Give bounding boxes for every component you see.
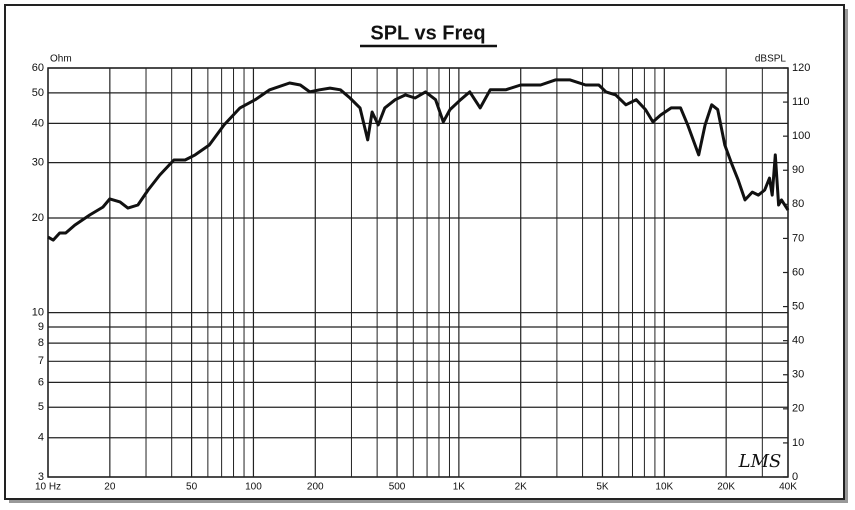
x-tick-label: 10 Hz	[35, 482, 61, 493]
y-tick-label: 50	[32, 87, 44, 99]
x-tick-label: 200	[307, 482, 324, 493]
logo: LMS	[738, 451, 782, 472]
plot-border	[47, 67, 789, 478]
y2-tick-label: 80	[792, 198, 804, 210]
y2-axis-label: dBSPL	[755, 54, 787, 65]
x-tick-label: 2K	[515, 482, 528, 493]
y-tick-label: 10	[32, 307, 44, 319]
x-tick-label: 50	[186, 482, 198, 493]
y-tick-label: 60	[32, 62, 44, 74]
y2-tick-label: 120	[792, 62, 810, 74]
y-tick-label: 40	[32, 117, 44, 129]
y-tick-label: 4	[38, 432, 44, 444]
y2-tick-label: 100	[792, 130, 810, 142]
y-tick-label: 20	[32, 212, 44, 224]
y2-tick-label: 90	[792, 164, 804, 176]
y-axis-label: Ohm	[50, 54, 72, 65]
x-tick-label: 20	[104, 482, 116, 493]
y-tick-label: 7	[38, 355, 44, 367]
y-tick-label: 9	[38, 321, 44, 333]
x-tick-label: 1K	[453, 482, 466, 493]
y2-tick-label: 50	[792, 300, 804, 312]
y-tick-label: 3	[38, 471, 44, 483]
y-tick-label: 8	[38, 337, 44, 349]
y2-tick-label: 60	[792, 266, 804, 278]
spl-curve	[47, 78, 790, 242]
y2-tick-label: 110	[792, 96, 810, 108]
y2-tick-label: 0	[792, 471, 798, 483]
y-tick-label: 30	[32, 157, 44, 169]
y2-tick-label: 20	[792, 403, 804, 415]
x-tick-label: 100	[245, 482, 262, 493]
x-tick-label: 500	[389, 482, 406, 493]
x-tick-label: 10K	[655, 482, 673, 493]
y2-tick-label: 10	[792, 437, 804, 449]
x-tick-label: 20K	[717, 482, 735, 493]
chart-title: SPL vs Freq	[370, 22, 485, 44]
frame	[4, 4, 845, 500]
y2-tick-label: 70	[792, 232, 804, 244]
y-tick-label: 6	[38, 376, 44, 388]
y2-tick-label: 30	[792, 369, 804, 381]
y2-tick-label: 40	[792, 335, 804, 347]
x-tick-label: 5K	[596, 482, 609, 493]
x-tick-label: 40K	[779, 482, 797, 493]
y-tick-label: 5	[38, 401, 44, 413]
